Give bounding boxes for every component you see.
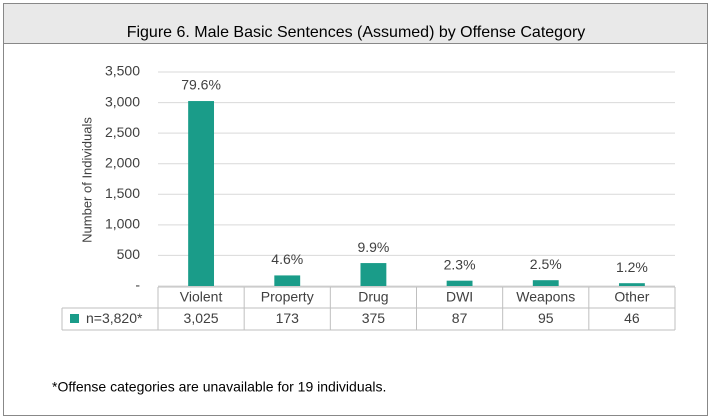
chart-title: Figure 6. Male Basic Sentences (Assumed)… — [127, 24, 586, 41]
y-tick-label: - — [135, 277, 140, 293]
data-label: 1.2% — [616, 259, 648, 275]
legend-swatch — [70, 314, 79, 323]
x-tick-label: Violent — [180, 289, 223, 305]
header — [3, 3, 708, 44]
y-tick-label: 500 — [117, 246, 141, 262]
x-tick-label: DWI — [446, 289, 473, 305]
data-label: 9.9% — [357, 239, 389, 255]
x-tick-label: Weapons — [516, 289, 575, 305]
y-tick-label: 3,500 — [105, 63, 140, 79]
data-label: 2.5% — [530, 256, 562, 272]
bar — [274, 275, 301, 286]
table-value: 46 — [624, 310, 640, 326]
table-value: 87 — [452, 310, 468, 326]
bar — [618, 283, 645, 286]
data-label: 2.3% — [444, 256, 476, 272]
legend-label: n=3,820* — [86, 310, 143, 326]
y-tick-label: 2,000 — [105, 154, 140, 170]
bar — [532, 280, 559, 286]
y-tick-label: 1,500 — [105, 185, 140, 201]
table-value: 173 — [276, 310, 300, 326]
data-label: 4.6% — [271, 251, 303, 267]
bar — [188, 101, 215, 287]
data-label: 79.6% — [181, 77, 221, 93]
y-tick-label: 3,000 — [105, 93, 140, 109]
x-tick-label: Property — [261, 289, 314, 305]
table-value: 95 — [538, 310, 554, 326]
table-value: 375 — [362, 310, 386, 326]
x-tick-label: Other — [614, 289, 649, 305]
bar — [360, 263, 387, 286]
y-axis-label: Number of Individuals — [79, 117, 94, 243]
y-tick-label: 1,000 — [105, 216, 140, 232]
footnote: *Offense categories are unavailable for … — [52, 379, 386, 395]
bar — [446, 280, 473, 286]
x-tick-label: Drug — [358, 289, 388, 305]
y-tick-label: 2,500 — [105, 124, 140, 140]
table-value: 3,025 — [184, 310, 219, 326]
